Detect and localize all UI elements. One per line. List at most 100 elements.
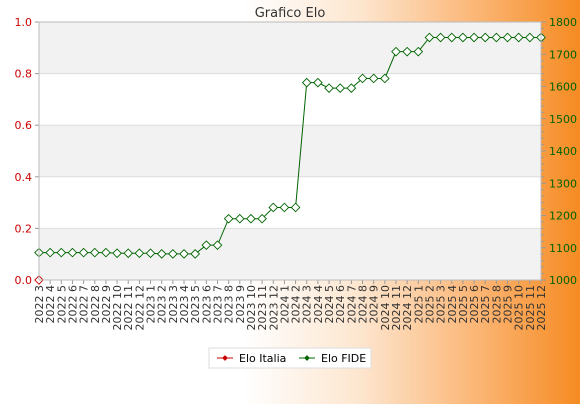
- x-axis-tick-label: 2025 8: [490, 285, 503, 324]
- data-point-marker: [379, 73, 390, 84]
- x-axis-tick-label: 2023 5: [189, 285, 202, 324]
- plot-frame: [38, 21, 542, 281]
- right-axis-tick-label: 1400: [549, 145, 577, 158]
- x-axis-tick-label: 2024 5: [323, 285, 336, 324]
- x-axis-tick-label: 2022 7: [78, 285, 91, 324]
- x-axis-tick-label: 2025 3: [435, 285, 448, 324]
- x-axis-tick-label: 2023 7: [211, 285, 224, 324]
- x-axis-tick-label: 2025 11: [524, 285, 537, 331]
- x-axis-tick-label: 2022 11: [122, 285, 135, 331]
- data-point-marker: [56, 247, 67, 258]
- data-point-marker: [89, 247, 100, 258]
- x-axis-tick-label: 2023 4: [178, 285, 191, 324]
- legend-label: Elo FIDE: [321, 352, 366, 365]
- legend-label: Elo Italia: [239, 352, 286, 365]
- series-line: [39, 36, 541, 255]
- data-point-marker: [502, 32, 513, 43]
- data-point-marker: [346, 83, 357, 93]
- x-axis-tick-label: 2024 12: [401, 285, 414, 331]
- left-axis-tick-label: 0.2: [15, 222, 33, 235]
- data-point-marker: [402, 46, 412, 57]
- data-point-marker: [413, 46, 424, 57]
- data-point-marker: [357, 73, 368, 84]
- x-axis-tick-label: 2025 6: [468, 285, 481, 324]
- x-axis-tick-label: 2025 9: [502, 285, 515, 324]
- x-axis-tick-label: 2022 10: [111, 285, 124, 331]
- x-axis-tick-label: 2024 1: [278, 285, 291, 324]
- x-axis-tick-label: 2024 6: [334, 285, 347, 324]
- x-axis-tick-label: 2024 11: [390, 285, 403, 331]
- right-axis-tick-label: 1300: [549, 177, 577, 190]
- x-axis-tick-label: 2023 1: [145, 285, 158, 324]
- data-point-marker: [246, 213, 256, 224]
- data-point-marker: [279, 202, 290, 213]
- left-axis-tick-label: 1.0: [15, 16, 33, 29]
- data-point-marker: [435, 32, 446, 43]
- data-point-marker: [469, 32, 479, 43]
- data-point-marker: [168, 249, 178, 259]
- data-point-marker: [257, 213, 267, 224]
- right-axis-tick-label: 1000: [549, 274, 577, 287]
- x-axis-tick-label: 2023 8: [223, 285, 236, 324]
- x-axis-tick-label: 2023 6: [200, 285, 213, 324]
- x-axis-tick-label: 2023 11: [256, 285, 269, 331]
- data-point-marker: [78, 247, 89, 258]
- x-axis-tick-label: 2022 9: [100, 285, 113, 324]
- data-point-marker: [446, 32, 457, 43]
- x-axis-tick-label: 2025 5: [457, 285, 470, 324]
- x-axis-tick-label: 2024 8: [357, 285, 370, 324]
- data-point-marker: [268, 202, 279, 213]
- legend-swatch-marker: [222, 355, 228, 361]
- data-point-marker: [335, 83, 346, 93]
- x-axis-tick-label: 2022 5: [55, 285, 68, 324]
- x-axis-tick-label: 2025 7: [479, 285, 492, 324]
- data-point-marker: [190, 249, 201, 259]
- x-axis-tick-label: 2024 10: [379, 285, 392, 331]
- x-axis-tick-label: 2025 10: [513, 285, 526, 331]
- data-point-marker: [134, 248, 145, 259]
- data-point-marker: [234, 213, 245, 224]
- data-point-marker: [212, 240, 223, 251]
- data-point-marker: [201, 240, 212, 251]
- grid-band: [39, 228, 541, 280]
- x-axis-tick-label: 2025 2: [423, 285, 436, 324]
- data-point-marker: [67, 247, 78, 258]
- data-point-marker: [123, 248, 134, 259]
- data-point-marker: [301, 77, 312, 88]
- data-point-marker: [491, 32, 502, 43]
- right-axis-tick-label: 1600: [549, 81, 577, 94]
- data-point-marker: [179, 249, 189, 259]
- x-axis-tick-label: 2023 9: [234, 285, 247, 324]
- data-point-marker: [112, 248, 122, 259]
- data-point-marker: [324, 83, 334, 93]
- right-axis-tick-label: 1800: [549, 16, 577, 29]
- data-point-marker: [145, 248, 156, 259]
- right-axis-tick-label: 1700: [549, 48, 577, 61]
- x-axis-tick-label: 2022 4: [44, 285, 57, 324]
- x-axis-tick-label: 2024 4: [312, 285, 325, 324]
- x-axis-tick-label: 2022 8: [89, 285, 102, 324]
- right-axis-tick-label: 1100: [549, 242, 577, 255]
- x-axis-tick-label: 2023 12: [267, 285, 280, 331]
- x-axis-tick-label: 2025 12: [535, 285, 548, 331]
- right-axis-tick-label: 1500: [549, 113, 577, 126]
- legend-box: [208, 347, 372, 369]
- left-axis-tick-label: 0.6: [15, 119, 33, 132]
- x-axis-tick-label: 2024 9: [368, 285, 381, 324]
- data-point-marker: [223, 213, 234, 224]
- grid-band: [39, 22, 541, 74]
- data-point-marker: [458, 32, 468, 43]
- left-axis-tick-label: 0.4: [15, 171, 33, 184]
- x-axis-tick-label: 2023 2: [156, 285, 169, 324]
- data-point-marker: [368, 73, 379, 84]
- left-axis-tick-label: 0.0: [15, 274, 33, 287]
- right-axis-tick-label: 1200: [549, 210, 577, 223]
- data-point-marker: [513, 32, 524, 43]
- x-axis-tick-label: 2023 3: [167, 285, 180, 324]
- data-point-marker: [391, 46, 401, 57]
- data-point-marker: [313, 77, 323, 88]
- data-point-marker: [101, 247, 111, 258]
- left-axis-tick-label: 0.8: [15, 68, 33, 81]
